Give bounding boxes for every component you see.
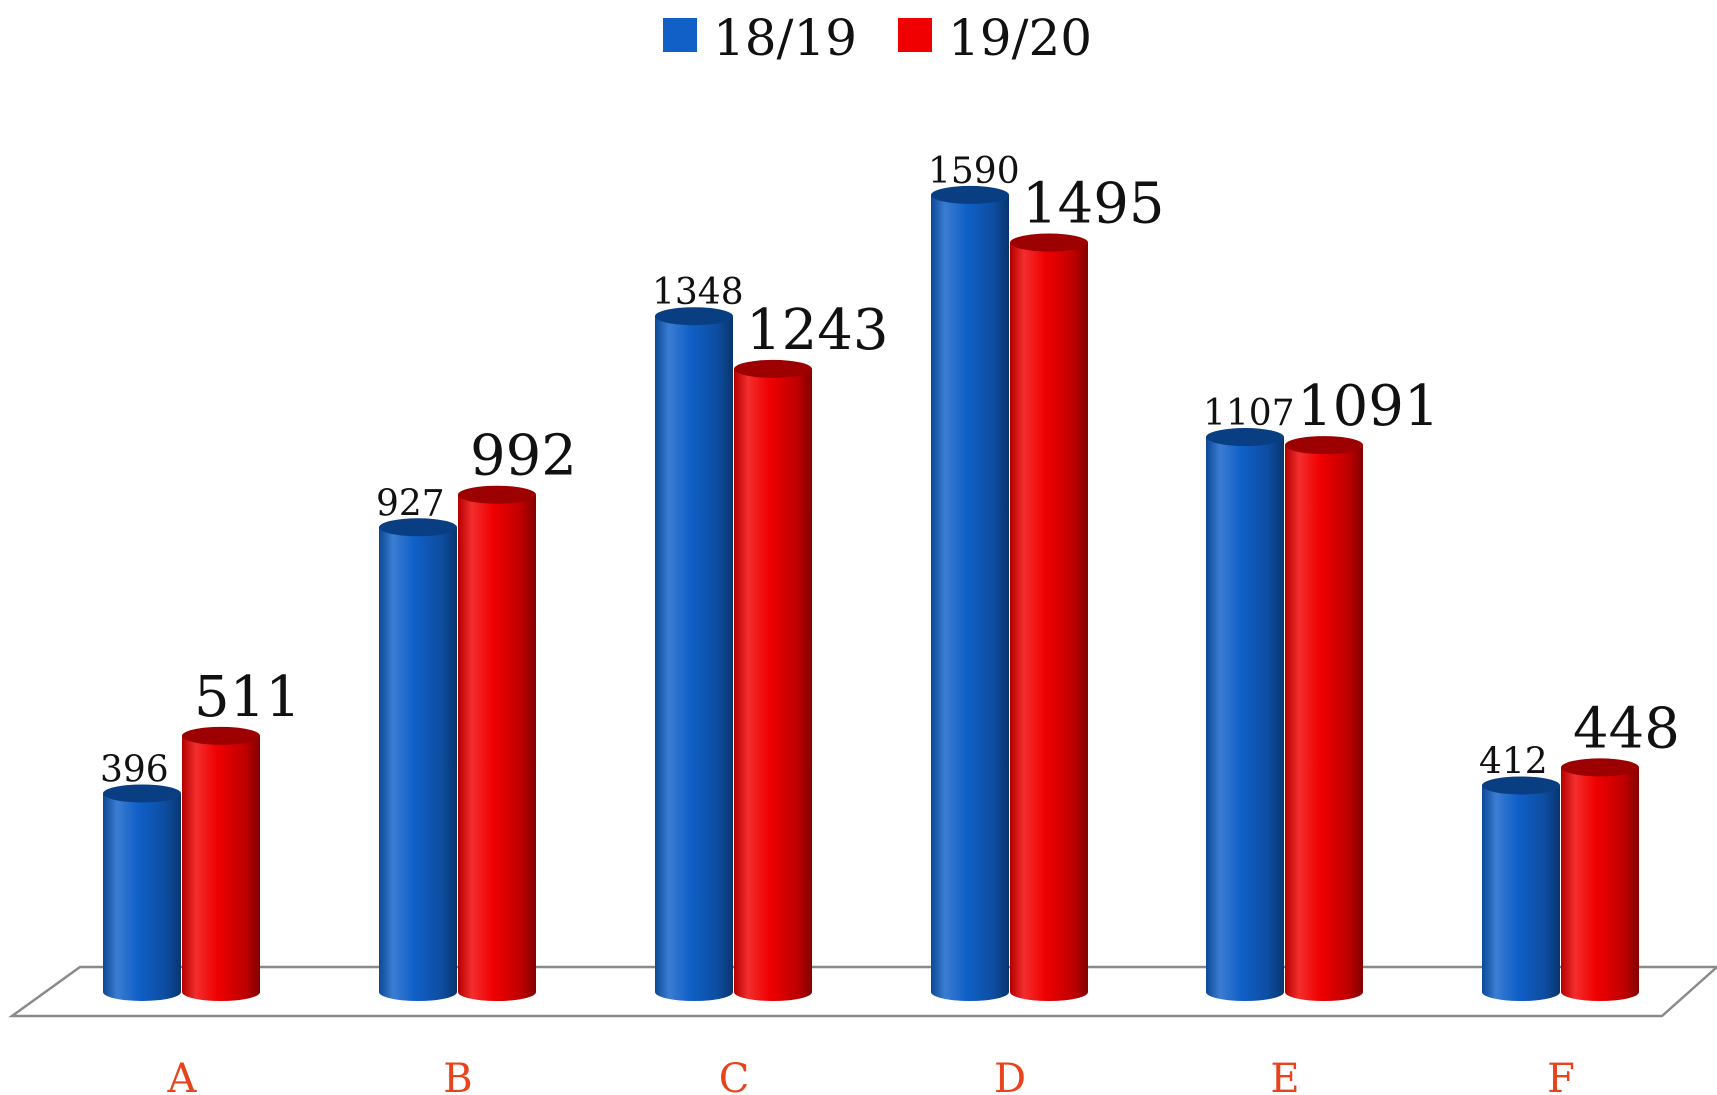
bar-d-series-0 [931, 185, 1009, 1002]
bar-a-series-1 [182, 726, 260, 1001]
legend-swatch-series-1 [898, 18, 932, 52]
bar-e-series-0 [1206, 428, 1284, 1001]
bar-b-series-0 [379, 518, 457, 1001]
bar-f-series-0 [1482, 776, 1560, 1001]
legend: 18/19 19/20 [663, 9, 1092, 67]
data-label-d-series-0: 1590 [928, 151, 1020, 192]
category-label-d: D [994, 1056, 1026, 1095]
bar-f-series-1 [1561, 758, 1639, 1001]
data-label-c-series-0: 1348 [652, 272, 744, 313]
legend-label-series-0: 18/19 [713, 9, 857, 67]
legend-label-series-1: 19/20 [948, 9, 1092, 67]
category-label-c: C [719, 1056, 750, 1095]
data-label-a-series-0: 396 [100, 749, 169, 790]
bar-e-series-1 [1285, 436, 1363, 1002]
data-label-f-series-0: 412 [1479, 741, 1548, 782]
legend-swatch-series-0 [663, 18, 697, 52]
bar-c-series-1 [734, 359, 812, 1001]
data-label-a-series-1: 511 [194, 665, 301, 730]
data-label-c-series-1: 1243 [746, 298, 889, 363]
data-label-b-series-1: 992 [470, 424, 577, 489]
bars [103, 185, 1639, 1002]
data-label-f-series-1: 448 [1573, 696, 1680, 761]
category-label-a: A [167, 1056, 198, 1095]
category-label-e: E [1270, 1056, 1299, 1095]
data-label-b-series-0: 927 [376, 483, 445, 524]
bar-a-series-0 [103, 784, 181, 1001]
bar-b-series-1 [458, 485, 536, 1001]
data-label-e-series-1: 1091 [1297, 374, 1440, 439]
data-label-e-series-0: 1107 [1203, 393, 1295, 434]
category-label-b: B [443, 1056, 472, 1095]
category-label-f: F [1547, 1056, 1575, 1095]
bar-d-series-1 [1010, 233, 1088, 1001]
data-label-d-series-1: 1495 [1022, 172, 1165, 237]
chart-floor [8, 965, 1717, 1018]
bar-c-series-0 [655, 307, 733, 1002]
category-labels: A B C D E F [167, 1056, 1575, 1095]
